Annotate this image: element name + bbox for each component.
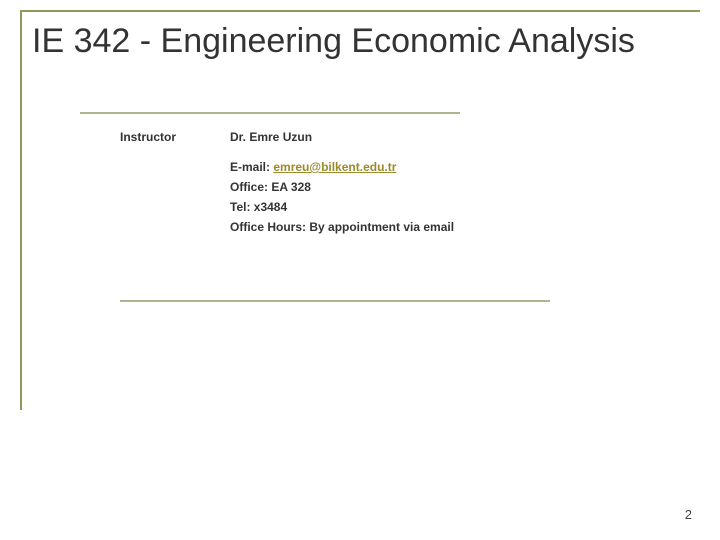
instructor-name: Dr. Emre Uzun (230, 130, 312, 144)
email-label: E-mail: (230, 160, 273, 174)
page-number: 2 (685, 507, 692, 522)
slide-container: IE 342 - Engineering Economic Analysis I… (0, 0, 720, 540)
instructor-label: Instructor (120, 130, 230, 144)
office-hours-text: Office Hours: By appointment via email (230, 220, 640, 234)
frame-top-border (20, 10, 700, 12)
frame-left-border (20, 10, 22, 410)
email-link[interactable]: emreu@bilkent.edu.tr (273, 160, 396, 174)
tel-text: Tel: x3484 (230, 200, 640, 214)
office-text: Office: EA 328 (230, 180, 640, 194)
slide-title: IE 342 - Engineering Economic Analysis (30, 18, 639, 69)
title-underline (80, 112, 460, 114)
content-area: Instructor Dr. Emre Uzun E-mail: emreu@b… (120, 130, 640, 240)
content-divider (120, 300, 550, 302)
instructor-row: Instructor Dr. Emre Uzun (120, 130, 640, 144)
email-row: E-mail: emreu@bilkent.edu.tr (230, 160, 640, 174)
